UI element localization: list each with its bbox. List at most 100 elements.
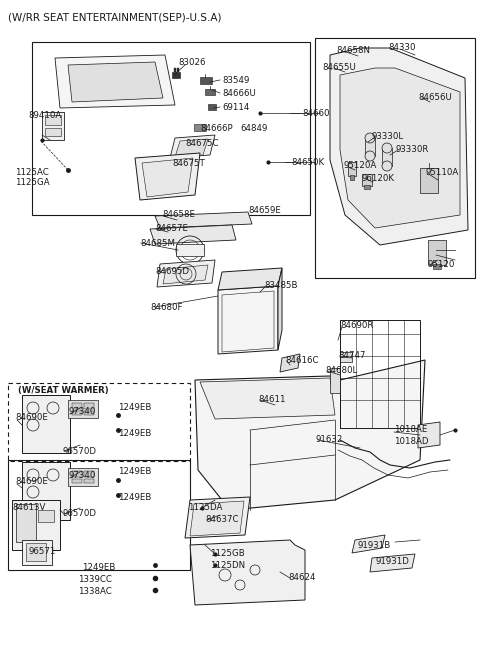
Text: 64849: 64849 xyxy=(240,124,267,132)
Polygon shape xyxy=(190,501,244,536)
Text: 84675C: 84675C xyxy=(185,138,218,148)
Text: 84611: 84611 xyxy=(258,395,286,404)
Text: 96570D: 96570D xyxy=(62,510,96,518)
Bar xyxy=(350,175,354,180)
Text: 89410A: 89410A xyxy=(28,111,61,120)
Text: 84690E: 84690E xyxy=(15,477,48,487)
Text: 97340: 97340 xyxy=(68,408,96,416)
Text: 84330: 84330 xyxy=(388,42,416,52)
Text: (W/RR SEAT ENTERTAINMENT(SEP)-U.S.A): (W/RR SEAT ENTERTAINMENT(SEP)-U.S.A) xyxy=(8,12,221,22)
Text: 84675T: 84675T xyxy=(172,158,205,167)
Bar xyxy=(12,500,60,550)
Polygon shape xyxy=(218,286,278,354)
Text: 1125AC: 1125AC xyxy=(15,167,49,177)
Bar xyxy=(45,115,61,125)
Text: 1125DN: 1125DN xyxy=(210,561,245,569)
Polygon shape xyxy=(278,268,282,350)
Text: 84659E: 84659E xyxy=(248,205,281,214)
Polygon shape xyxy=(55,55,175,108)
Text: 95110A: 95110A xyxy=(425,167,458,177)
Polygon shape xyxy=(157,260,215,287)
Text: 1249EB: 1249EB xyxy=(118,467,151,477)
Polygon shape xyxy=(200,378,335,419)
Bar xyxy=(177,68,179,72)
Text: 84656U: 84656U xyxy=(418,93,452,101)
Text: 84613V: 84613V xyxy=(12,504,46,512)
Text: 84624: 84624 xyxy=(288,573,315,583)
Polygon shape xyxy=(163,265,208,284)
Text: 1249EB: 1249EB xyxy=(82,563,115,573)
Bar xyxy=(38,510,54,522)
Text: 1338AC: 1338AC xyxy=(78,587,112,596)
Polygon shape xyxy=(195,360,425,510)
Bar xyxy=(340,320,420,428)
Text: 93330L: 93330L xyxy=(372,132,404,140)
Text: 84658N: 84658N xyxy=(336,46,370,54)
Bar xyxy=(340,352,352,362)
Circle shape xyxy=(382,161,392,171)
Bar xyxy=(68,400,98,418)
Text: (W/SEAT WARMER): (W/SEAT WARMER) xyxy=(18,385,108,395)
Circle shape xyxy=(365,133,375,143)
Text: 96570D: 96570D xyxy=(62,446,96,455)
Bar xyxy=(365,138,375,156)
Bar xyxy=(8,383,190,461)
Bar xyxy=(382,148,392,166)
Bar xyxy=(22,395,70,453)
Text: 91931B: 91931B xyxy=(358,540,391,549)
Bar xyxy=(200,77,212,84)
Bar xyxy=(26,543,46,561)
Text: 96120K: 96120K xyxy=(362,173,395,183)
Text: 1249EB: 1249EB xyxy=(118,493,151,502)
Text: 95120A: 95120A xyxy=(344,160,377,169)
Bar xyxy=(428,240,446,265)
Polygon shape xyxy=(418,422,440,448)
Polygon shape xyxy=(135,153,200,200)
Bar xyxy=(84,479,94,483)
Polygon shape xyxy=(352,535,385,553)
Text: 84690E: 84690E xyxy=(15,414,48,422)
Bar xyxy=(72,471,82,477)
Polygon shape xyxy=(330,48,468,245)
Text: 95120: 95120 xyxy=(427,260,455,269)
Bar xyxy=(32,42,310,215)
Bar xyxy=(72,403,82,409)
Bar xyxy=(45,128,61,136)
Polygon shape xyxy=(190,540,305,605)
Text: 84660: 84660 xyxy=(302,109,329,117)
Bar xyxy=(433,264,441,269)
Polygon shape xyxy=(155,212,252,228)
Text: 96571: 96571 xyxy=(28,547,55,557)
Text: 83485B: 83485B xyxy=(264,281,298,289)
Bar xyxy=(22,462,70,520)
Bar xyxy=(364,185,370,189)
Text: 84680F: 84680F xyxy=(150,303,182,312)
Bar xyxy=(8,460,190,570)
Polygon shape xyxy=(142,158,193,197)
Text: 83549: 83549 xyxy=(222,75,250,85)
Bar xyxy=(420,168,438,193)
Bar xyxy=(72,411,82,415)
Polygon shape xyxy=(340,68,460,228)
Circle shape xyxy=(365,151,375,161)
Text: 1125GA: 1125GA xyxy=(15,177,49,187)
Text: 84637C: 84637C xyxy=(205,516,239,524)
Bar xyxy=(84,411,94,415)
Text: 1125DA: 1125DA xyxy=(188,504,222,512)
Polygon shape xyxy=(68,62,163,102)
Text: 84658E: 84658E xyxy=(162,209,195,218)
Text: 1249EB: 1249EB xyxy=(118,404,151,412)
Text: 91931D: 91931D xyxy=(375,557,409,567)
Polygon shape xyxy=(175,139,208,157)
Bar xyxy=(174,68,176,72)
Text: 84657E: 84657E xyxy=(155,224,188,232)
Bar xyxy=(362,174,372,186)
Text: 84655U: 84655U xyxy=(322,62,356,71)
Bar xyxy=(208,104,216,110)
Text: 1018AD: 1018AD xyxy=(394,438,429,446)
Text: 1018AE: 1018AE xyxy=(394,426,427,434)
Bar xyxy=(205,89,215,95)
Text: 84616C: 84616C xyxy=(285,355,319,365)
Bar xyxy=(176,244,204,256)
Text: 69114: 69114 xyxy=(222,103,250,111)
